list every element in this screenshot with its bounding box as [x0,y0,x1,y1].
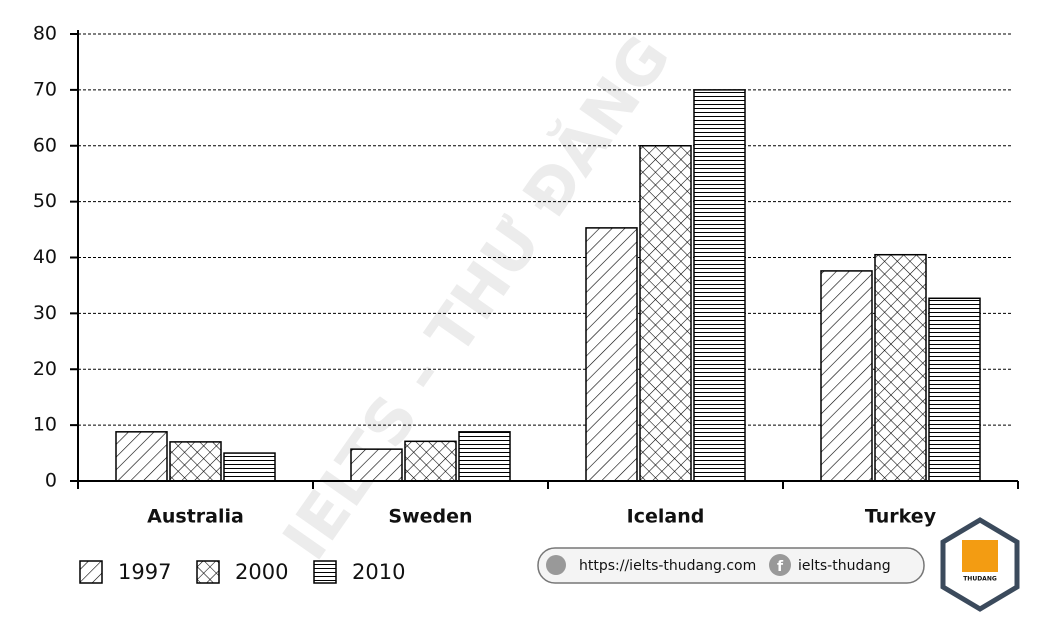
y-tick-label: 60 [33,134,57,156]
logo-book [962,540,998,572]
bar [350,448,403,482]
legend-label: 2000 [235,560,288,584]
x-tick-label: Australia [147,506,244,528]
bar [928,297,981,482]
facebook-icon [769,554,791,576]
facebook[interactable]: ielts-thudang [798,558,891,574]
y-tick-label: 10 [33,414,57,436]
legend-swatch [79,560,103,584]
bar [874,253,927,482]
web-icon [546,555,566,575]
legend-label: 1997 [118,560,171,584]
y-tick-label: 70 [33,78,57,100]
y-tick-label: 20 [33,358,57,380]
bar [820,270,873,482]
bar [223,452,276,482]
bar [693,89,746,482]
y-tick-label: 50 [33,190,57,212]
bar [639,145,692,482]
bar [404,440,457,482]
x-tick-label: Iceland [627,506,705,528]
bar [585,227,638,482]
x-tick-label: Turkey [865,506,937,528]
bar [169,441,222,482]
legend-swatch [313,560,337,584]
legend-swatch [196,560,220,584]
y-tick-label: 80 [33,23,57,45]
x-tick-label: Sweden [388,506,472,528]
links-pill [537,547,925,584]
website[interactable]: https://ielts-thudang.com [579,558,756,574]
legend-label: 2010 [352,560,405,584]
y-tick-label: 0 [45,470,57,492]
facebook-glyph: f [777,559,784,575]
logo-text: THUDANG [963,576,997,583]
y-tick-label: 30 [33,302,57,324]
bar [115,431,168,482]
bar [458,431,511,482]
y-tick-label: 40 [33,246,57,268]
